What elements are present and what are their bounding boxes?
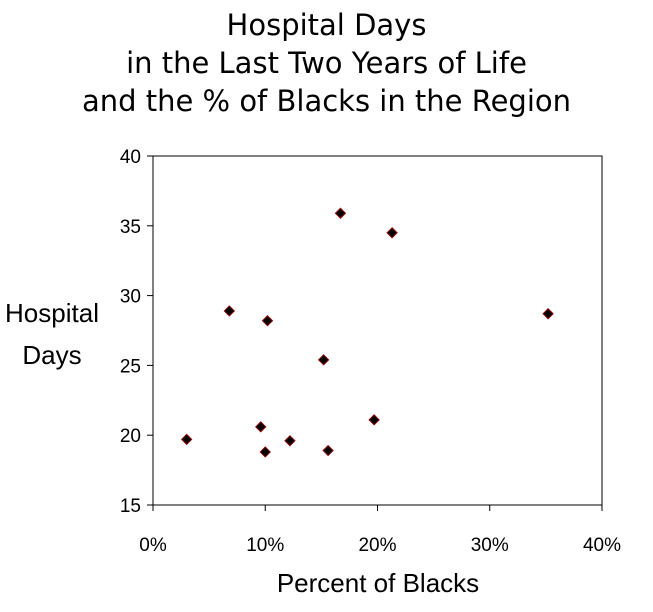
data-point [284,435,296,447]
data-points [180,207,554,458]
x-tick-label: 40% [583,535,621,556]
data-point [261,315,274,327]
y-axis: 15 20 25 30 35 40 [120,147,153,517]
x-tick-label: 30% [471,535,509,556]
x-axis: 0% 10% 20% 30% 40% [139,505,621,556]
y-axis-label-line-1: Hospital [5,298,99,328]
y-tick-label: 15 [120,496,141,517]
y-tick-label: 25 [120,356,141,377]
x-tick-label: 10% [246,535,284,556]
plot-frame [152,155,603,506]
plot-area [152,155,603,506]
data-point [255,421,267,433]
y-tick-label: 35 [120,217,141,238]
data-point [223,305,236,317]
x-tick-label: 20% [358,535,396,556]
data-point [368,414,380,426]
x-tick-label: 0% [139,535,167,556]
x-axis-label: Percent of Blacks [277,568,479,598]
chart-title: Hospital Days in the Last Two Years of L… [0,6,653,120]
data-point [542,308,554,320]
chart-title-line-2: in the Last Two Years of Life [126,46,527,80]
data-point [259,446,271,458]
data-point [386,227,398,239]
data-point [322,444,334,457]
chart-title-line-3: and the % of Blacks in the Region [81,84,572,118]
y-tick-label: 40 [120,147,141,168]
data-point [317,354,330,366]
data-point [180,433,193,446]
data-point [334,207,347,219]
y-axis-label-line-2: Days [22,340,81,370]
chart-title-line-1: Hospital Days [226,8,427,42]
y-tick-label: 20 [120,426,141,447]
y-tick-label: 30 [120,287,141,308]
